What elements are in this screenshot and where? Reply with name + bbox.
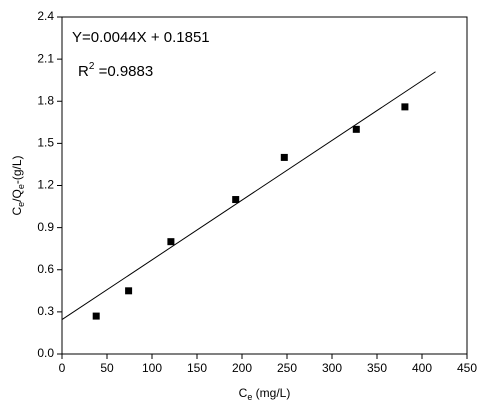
y-tick-label: 0.0 [37,346,54,360]
label-part: /Q [10,189,24,202]
point [352,125,360,133]
y-tick-label: 1.5 [37,136,54,150]
label-part: e [16,202,26,207]
y-tick-label: 1.8 [37,93,54,107]
x-tick-label: 50 [100,361,114,375]
y-tick-label: 2.4 [37,9,54,23]
label-part: (mg/L) [252,386,290,400]
x-axis-label: Ce (mg/L) [239,386,291,402]
y-tick-label: 0.9 [37,220,54,234]
r-squared: R2 =0.9883 [78,61,153,80]
label-part: e [16,184,26,189]
point [280,153,288,161]
y-tick-label: 0.6 [37,262,54,276]
x-tick-label: 250 [277,361,297,375]
label-part: -(g/L) [10,155,24,184]
y-axis-label: Ce/Qe-(g/L) [10,155,26,215]
r2-part: =0.9883 [94,63,153,80]
x-tick-label: 300 [322,361,342,375]
label-part: e [247,392,252,402]
point [125,287,133,295]
x-tick-label: 400 [412,361,432,375]
point [92,312,100,320]
y-tick-label: 0.3 [37,304,54,318]
r2-part: 2 [89,61,95,72]
x-tick-label: 0 [59,361,66,375]
point [232,196,240,204]
point [401,103,409,111]
fit-line [61,71,436,321]
label-part: C [10,207,24,216]
x-tick-label: 350 [367,361,387,375]
x-tick-label: 100 [142,361,162,375]
equation: Y=0.0044X + 0.1851 [72,29,210,46]
y-tick-label: 2.1 [37,51,54,65]
y-tick-label: 1.2 [37,178,54,192]
label-part: C [239,386,248,400]
x-tick-label: 450 [457,361,477,375]
point [167,238,175,246]
r2-part: R [78,63,89,80]
x-tick-label: 150 [187,361,207,375]
x-tick-label: 200 [232,361,252,375]
